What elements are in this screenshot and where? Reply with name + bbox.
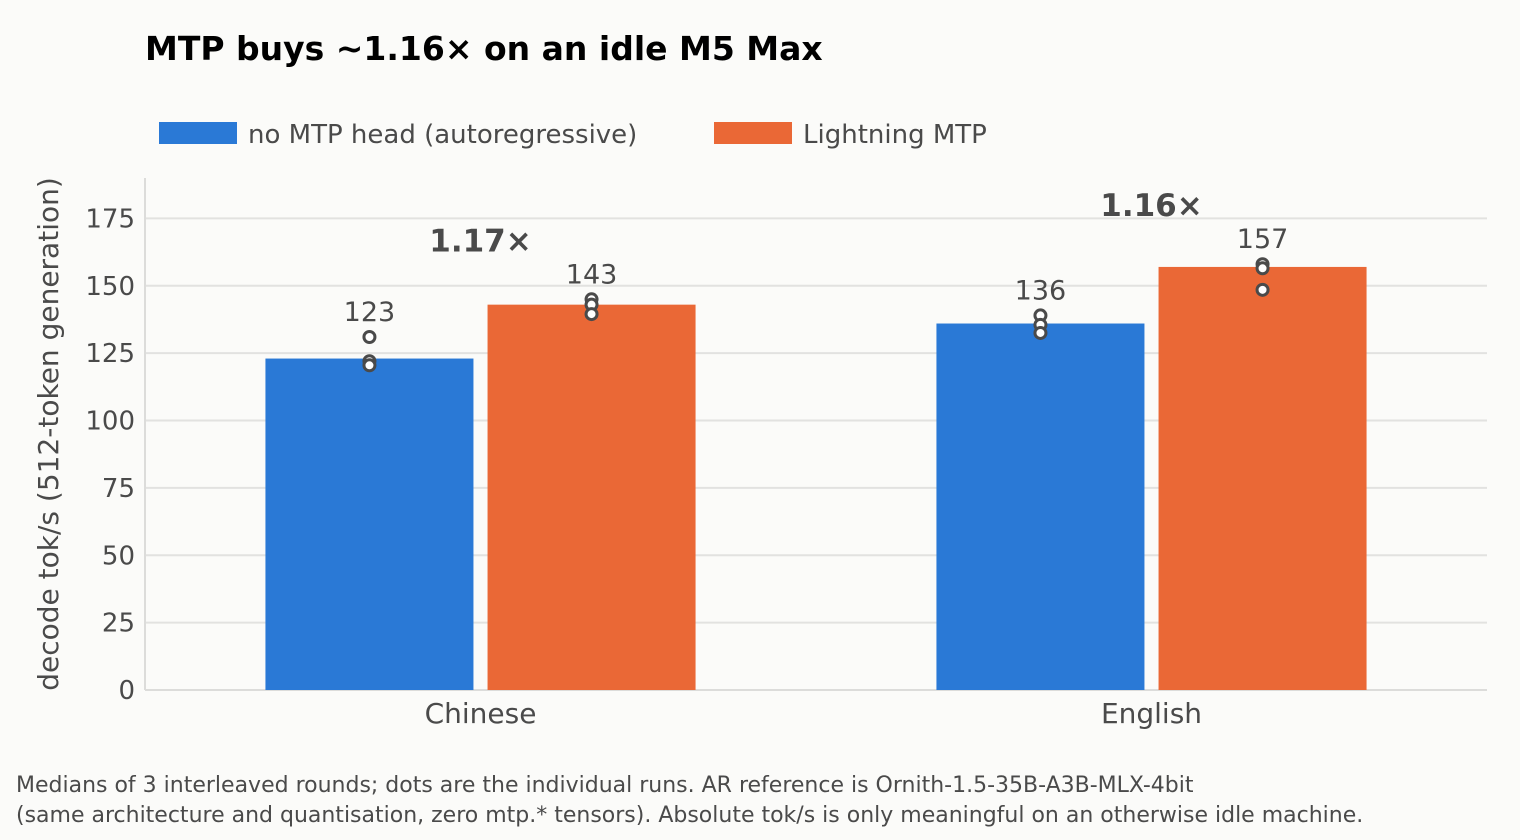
y-axis-ticks: 0 25 50 75 100 125 150 175	[85, 204, 135, 706]
bars	[265, 266, 1367, 690]
bar-chinese-autoregressive	[265, 358, 474, 690]
bar-chinese-lightning-mtp	[487, 304, 696, 690]
x-category-label-chinese: Chinese	[425, 697, 537, 730]
run-dot-english-lightning-mtp-2	[1255, 261, 1270, 276]
caption-line-2: (same architecture and quantisation, zer…	[16, 803, 1363, 828]
chart-title: MTP buys ~1.16× on an idle M5 Max	[145, 29, 823, 68]
run-dots	[362, 257, 1270, 373]
y-tick-label-25: 25	[102, 609, 135, 639]
y-tick-label-175: 175	[85, 204, 135, 234]
y-tick-label-50: 50	[102, 541, 135, 571]
caption-line-1: Medians of 3 interleaved rounds; dots ar…	[16, 773, 1194, 798]
legend-label-autoregressive: no MTP head (autoregressive)	[248, 120, 637, 150]
value-label-chinese-autoregressive: 123	[344, 297, 396, 328]
legend-swatch-autoregressive	[159, 122, 237, 144]
value-label-english-autoregressive: 136	[1015, 275, 1067, 306]
speedup-label-english: 1.16×	[1100, 188, 1202, 224]
speedup-label-chinese: 1.17×	[429, 223, 531, 259]
y-tick-label-75: 75	[102, 474, 135, 504]
run-dot-chinese-autoregressive-1	[362, 329, 377, 344]
run-dot-chinese-autoregressive-3	[362, 358, 377, 373]
y-tick-label-100: 100	[85, 407, 135, 437]
value-label-chinese-lightning-mtp: 143	[566, 259, 618, 290]
legend-swatch-lightning-mtp	[714, 122, 792, 144]
x-category-label-english: English	[1101, 697, 1202, 730]
y-tick-label-125: 125	[85, 339, 135, 369]
legend-label-lightning-mtp: Lightning MTP	[803, 120, 987, 150]
run-dot-chinese-lightning-mtp-3	[584, 307, 599, 322]
y-axis-title: decode tok/s (512-token generation)	[32, 177, 65, 691]
y-tick-label-0: 0	[118, 676, 135, 706]
run-dot-english-lightning-mtp-3	[1255, 282, 1270, 297]
value-label-english-lightning-mtp: 157	[1237, 224, 1289, 255]
bar-english-lightning-mtp	[1158, 266, 1367, 690]
x-axis-categories: Chinese English	[425, 697, 1202, 730]
legend: no MTP head (autoregressive) Lightning M…	[159, 120, 987, 150]
y-tick-label-150: 150	[85, 272, 135, 302]
value-labels: 123 143 1.17× 136 157 1.16×	[344, 188, 1289, 328]
bar-english-autoregressive	[936, 323, 1145, 690]
run-dot-english-autoregressive-3	[1033, 325, 1048, 340]
